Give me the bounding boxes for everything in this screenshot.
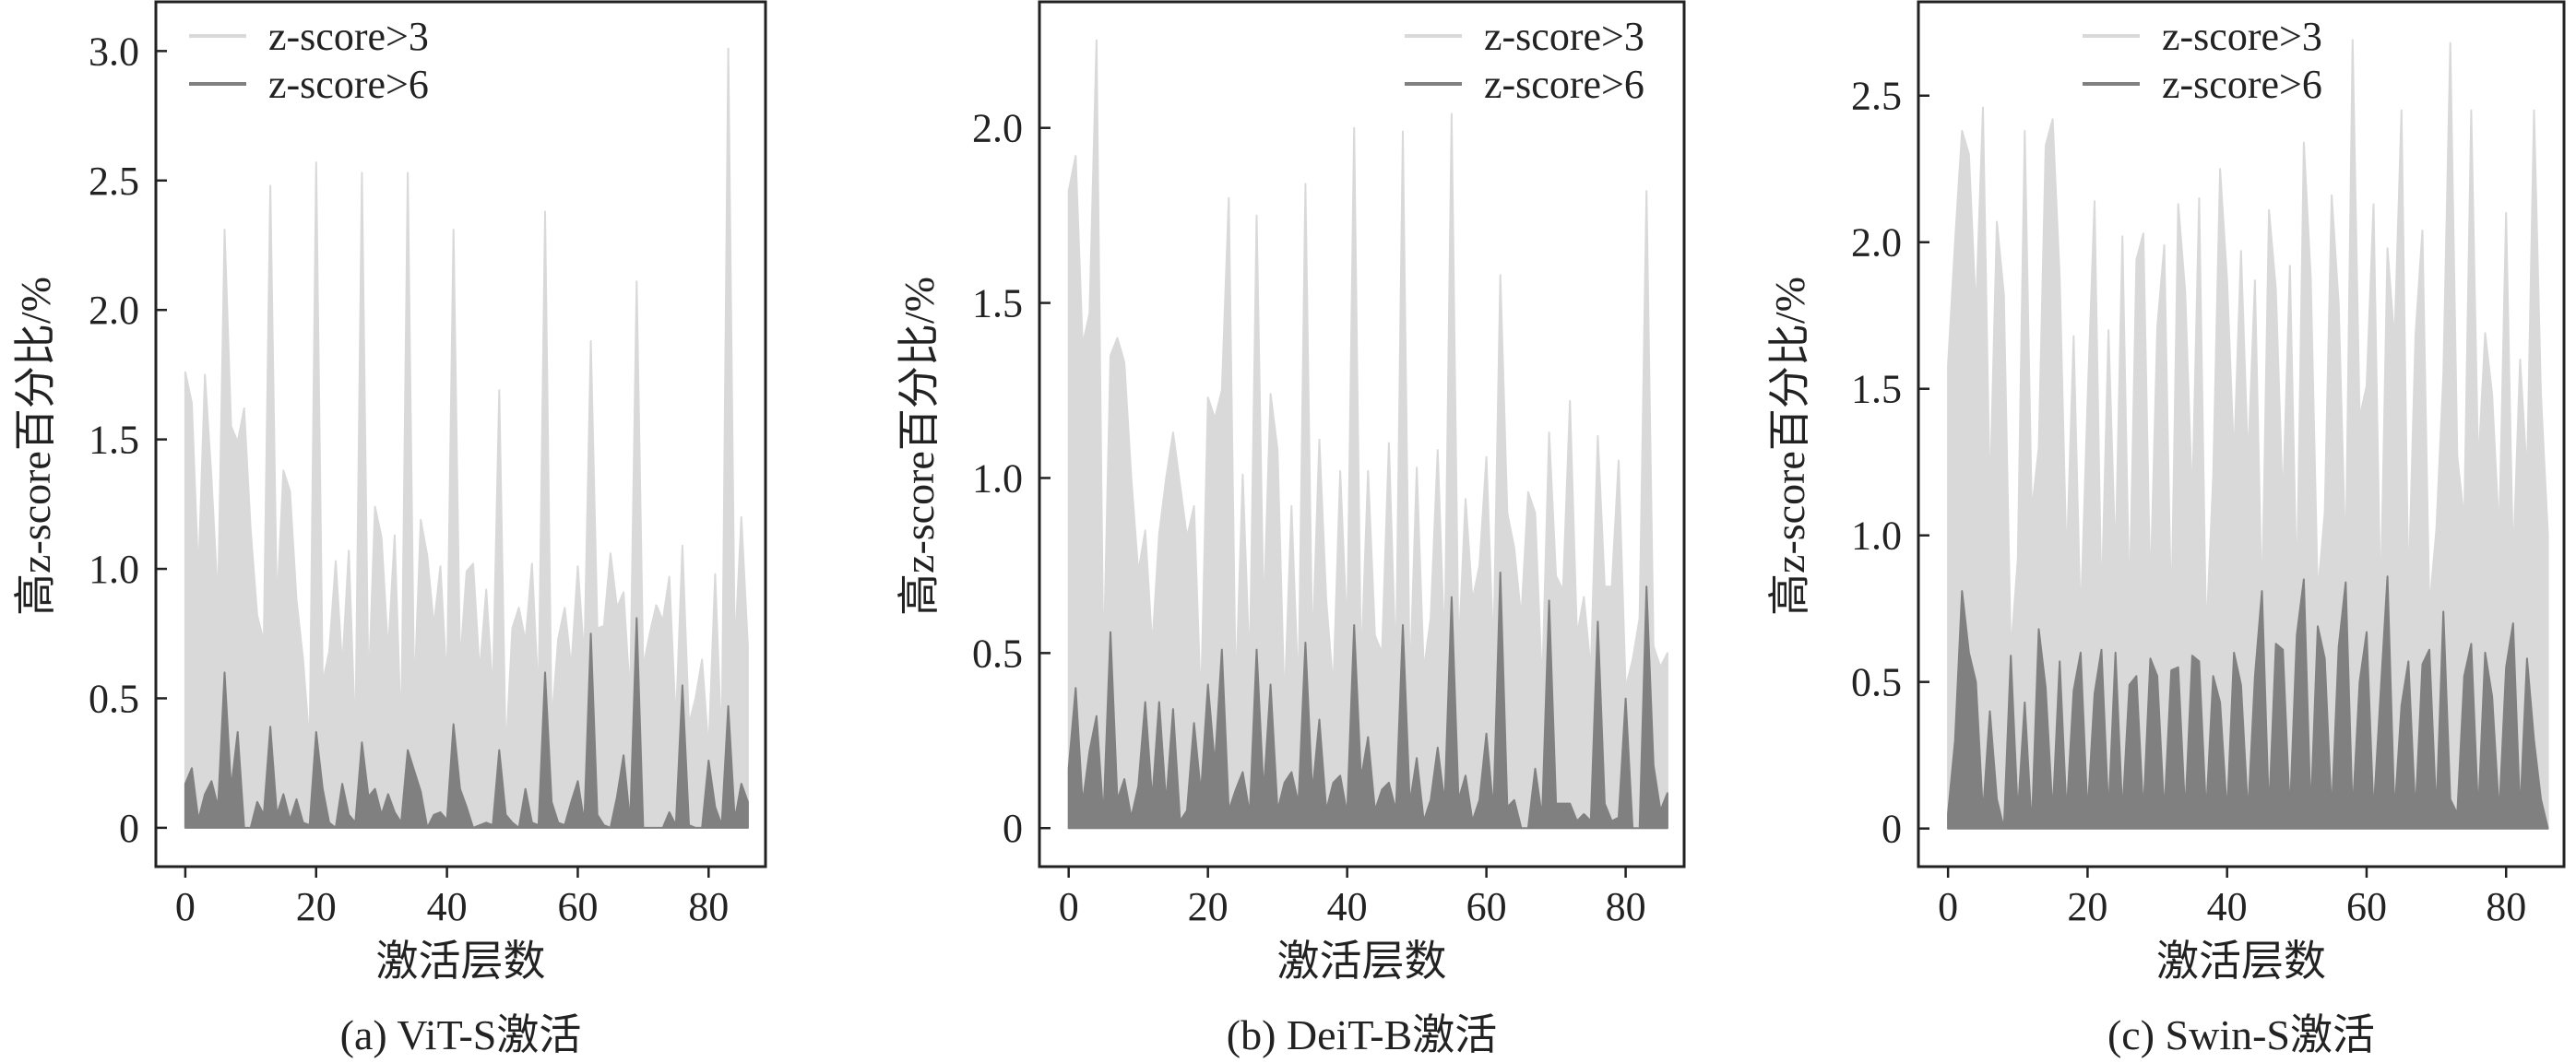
x-tick-label: 20: [2067, 884, 2107, 929]
x-tick-label: 60: [1466, 884, 1507, 929]
y-tick-label: 2.5: [1851, 74, 1902, 119]
x-axis-label: 激活层数: [2156, 938, 2326, 985]
legend-label: z-score>3: [268, 14, 429, 59]
x-tick-label: 20: [1188, 884, 1229, 929]
legend: z-score>3z-score>6: [1405, 14, 1644, 107]
y-axis-label: 高z-score百分比/%: [1766, 277, 1813, 616]
y-tick-label: 3.0: [89, 29, 139, 74]
legend-label: z-score>6: [2162, 62, 2322, 107]
y-tick-label: 2.0: [89, 288, 139, 333]
area-zscore-6: [184, 617, 749, 829]
y-tick-label: 1.5: [1851, 367, 1902, 412]
area-zscore-3: [1947, 39, 2549, 830]
y-tick-label: 1.5: [972, 281, 1023, 326]
x-tick-label: 0: [1059, 884, 1079, 929]
y-tick-label: 0: [119, 806, 139, 851]
area-zscore-3: [1067, 39, 1668, 830]
area-zscore-6: [1067, 572, 1668, 830]
y-tick-label: 2.0: [1851, 220, 1902, 266]
legend-label: z-score>6: [1484, 62, 1644, 107]
y-axis-label: 高z-score百分比/%: [12, 277, 59, 616]
x-tick-label: 80: [1606, 884, 1646, 929]
x-tick-label: 80: [2486, 884, 2526, 929]
x-tick-label: 80: [688, 884, 729, 929]
x-tick-label: 40: [1327, 884, 1368, 929]
area-zscore-3: [184, 47, 749, 829]
x-tick-label: 60: [557, 884, 598, 929]
axes-frame: [1917, 0, 2566, 868]
subplot-caption: (a) ViT-S激活: [340, 1011, 582, 1058]
legend-label: z-score>6: [268, 62, 429, 107]
x-tick-label: 0: [1938, 884, 1958, 929]
y-tick-label: 1.5: [89, 418, 139, 463]
x-axis-label: 激活层数: [1277, 938, 1447, 985]
y-tick-label: 0: [1882, 807, 1902, 852]
axes-frame: [1038, 0, 1686, 868]
y-tick-label: 0.5: [972, 631, 1023, 676]
y-tick-label: 1.0: [972, 455, 1023, 501]
x-tick-label: 60: [2346, 884, 2387, 929]
area-zscore-6: [1947, 575, 2549, 830]
subplot-0: 0 0.5 1.0 1.5 2.0 2.5 3.0 0 20 40 60 80 激活层数 (a) ViT-…: [12, 0, 767, 1058]
legend-label: z-score>3: [1484, 14, 1644, 59]
x-tick-label: 40: [427, 884, 468, 929]
legend-label: z-score>3: [2162, 14, 2322, 59]
subplot-caption: (b) DeiT-B激活: [1227, 1011, 1497, 1058]
x-tick-label: 40: [2207, 884, 2248, 929]
y-axis-label: 高z-score百分比/%: [896, 277, 943, 616]
subplot-caption: (c) Swin-S激活: [2107, 1011, 2375, 1058]
y-tick-label: 2.5: [89, 159, 139, 204]
y-tick-label: 0: [1003, 806, 1023, 851]
y-tick-label: 1.0: [1851, 514, 1902, 559]
subplot-1: 0 0.5 1.0 1.5 2.0 0 20 40 60 80 激活层数 (b) DeiT-B激活 高z…: [896, 0, 1686, 1058]
subplot-2: 0 0.5 1.0 1.5 2.0 2.5 0 20 40 60 80 激活层数 (c) Swin-S激…: [1766, 0, 2566, 1058]
y-tick-label: 2.0: [972, 106, 1023, 151]
y-tick-label: 1.0: [89, 547, 139, 592]
x-tick-label: 0: [175, 884, 196, 929]
legend: z-score>3z-score>6: [2083, 14, 2322, 107]
axes-frame: [154, 0, 767, 868]
y-tick-label: 0.5: [89, 676, 139, 721]
x-axis-label: 激活层数: [376, 938, 546, 985]
x-tick-label: 20: [296, 884, 337, 929]
legend: z-score>3z-score>6: [189, 14, 429, 107]
y-tick-label: 0.5: [1851, 660, 1902, 705]
